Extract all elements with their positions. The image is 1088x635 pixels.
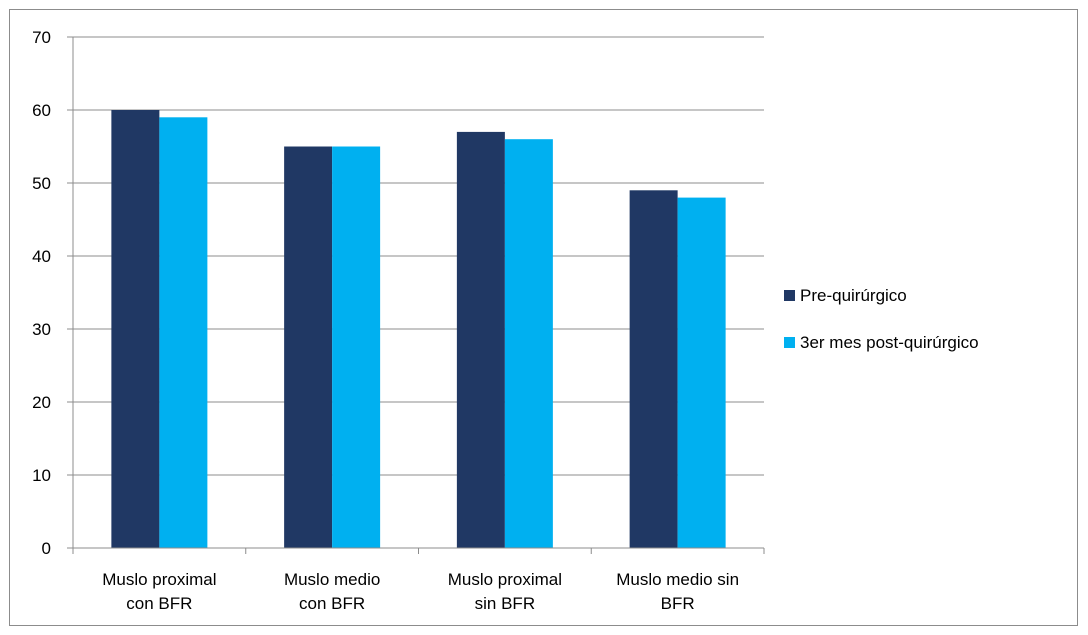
legend: Pre-quirúrgico 3er mes post-quirúrgico	[784, 286, 979, 352]
y-tick-label: 70	[32, 28, 51, 47]
chart-frame: 0 10 20 30 40 50 60 70 Muslo proximal con BFR Mus…	[9, 9, 1078, 626]
y-tick-label: 40	[32, 247, 51, 266]
x-tick-label: Muslo proximal sin BFR	[448, 570, 562, 613]
y-tick-label: 60	[32, 101, 51, 120]
bar-post-1	[159, 117, 208, 549]
y-tick-labels: 0 10 20 30 40 50 60 70	[32, 28, 51, 558]
legend-swatch	[784, 290, 795, 301]
bar-pre-4	[629, 190, 678, 549]
bar-post-3	[504, 139, 553, 548]
x-tick-labels: Muslo proximal con BFR Muslo medio con BFR M…	[102, 570, 739, 613]
y-tick-label: 50	[32, 174, 51, 193]
axes	[67, 36, 765, 554]
y-tick-label: 20	[32, 393, 51, 412]
bar-pre-2	[284, 146, 333, 548]
bar-post-2	[332, 146, 381, 548]
y-tick-label: 10	[32, 466, 51, 485]
x-tick-label: Muslo proximal con BFR	[102, 570, 216, 613]
bar-post-4	[677, 197, 726, 548]
y-tick-label: 30	[32, 320, 51, 339]
bar-pre-1	[111, 110, 160, 548]
bars	[111, 110, 726, 549]
legend-label: Pre-quirúrgico	[800, 286, 907, 305]
legend-label: 3er mes post-quirúrgico	[800, 333, 979, 352]
bar-pre-3	[456, 131, 505, 548]
legend-swatch	[784, 337, 795, 348]
y-tick-label: 0	[42, 539, 51, 558]
x-tick-label: Muslo medio con BFR	[284, 570, 380, 613]
x-tick-label: Muslo medio sin BFR	[616, 570, 739, 613]
